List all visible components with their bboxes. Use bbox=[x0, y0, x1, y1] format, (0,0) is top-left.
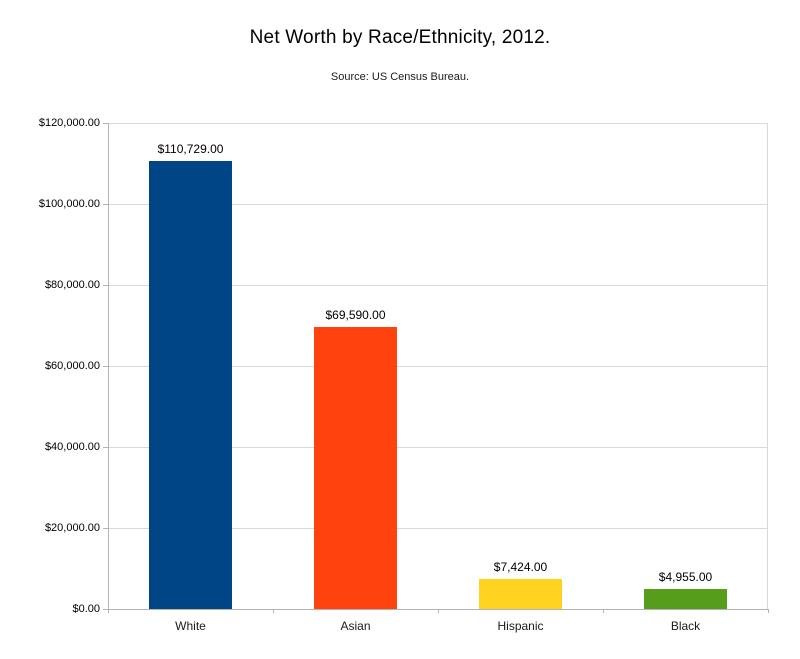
x-axis-tick bbox=[603, 609, 604, 613]
y-axis-tick bbox=[103, 123, 108, 124]
y-axis-tick bbox=[103, 447, 108, 448]
x-axis-tick bbox=[438, 609, 439, 613]
x-axis-category-label-asian: Asian bbox=[340, 619, 371, 633]
bar-hispanic bbox=[479, 578, 562, 609]
x-axis-category-label-white: White bbox=[175, 619, 206, 633]
y-axis-tick bbox=[103, 366, 108, 367]
x-axis-category-label-hispanic: Hispanic bbox=[497, 619, 544, 633]
y-axis-tick-label: $80,000.00 bbox=[44, 279, 100, 291]
x-axis-tick bbox=[108, 609, 109, 613]
bar-value-label-asian: $69,590.00 bbox=[325, 308, 386, 323]
x-axis-tick bbox=[768, 609, 769, 613]
bar-white bbox=[149, 160, 232, 609]
y-axis-tick bbox=[103, 285, 108, 286]
chart-subtitle: Source: US Census Bureau. bbox=[330, 71, 470, 83]
gridline bbox=[108, 528, 768, 529]
y-axis-tick bbox=[103, 204, 108, 205]
gridline bbox=[108, 285, 768, 286]
x-axis-tick bbox=[273, 609, 274, 613]
x-axis-category-label-black: Black bbox=[670, 619, 701, 633]
plot-border-right bbox=[767, 123, 768, 609]
bar-value-label-hispanic: $7,424.00 bbox=[493, 559, 548, 574]
bar-value-label-white: $110,729.00 bbox=[157, 141, 224, 156]
y-axis-tick bbox=[103, 609, 108, 610]
gridline bbox=[108, 366, 768, 367]
y-axis-tick-label: $120,000.00 bbox=[38, 117, 100, 129]
y-axis-tick-label: $60,000.00 bbox=[44, 360, 100, 372]
y-axis-tick-label: $20,000.00 bbox=[44, 522, 100, 534]
gridline bbox=[108, 204, 768, 205]
y-axis-tick-label: $0.00 bbox=[72, 603, 100, 615]
bar-value-label-black: $4,955.00 bbox=[658, 569, 713, 584]
gridline bbox=[108, 447, 768, 448]
chart-title: Net Worth by Race/Ethnicity, 2012. bbox=[249, 27, 551, 48]
bar-black bbox=[644, 588, 727, 609]
y-axis-tick bbox=[103, 528, 108, 529]
y-axis-line bbox=[108, 123, 109, 609]
gridline bbox=[108, 123, 768, 124]
plot-area bbox=[108, 123, 768, 610]
y-axis-tick-label: $40,000.00 bbox=[44, 441, 100, 453]
y-axis-tick-label: $100,000.00 bbox=[38, 198, 100, 210]
bar-asian bbox=[314, 327, 397, 609]
